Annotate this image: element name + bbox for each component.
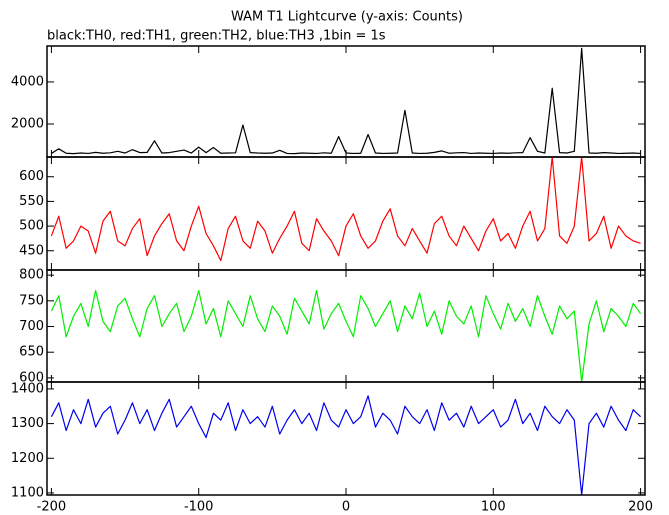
y-tick-label: 4000	[11, 74, 44, 89]
y-tick-label: 1300	[11, 416, 44, 431]
series-line	[51, 47, 641, 155]
y-tick-label: 700	[19, 319, 44, 334]
chart-subtitle: black:TH0, red:TH1, green:TH2, blue:TH3 …	[47, 29, 386, 44]
x-tick-label: 0	[342, 500, 350, 515]
panel-frame	[46, 156, 646, 271]
series-line	[50, 395, 641, 496]
y-tick-label: 750	[19, 293, 44, 308]
x-tick-label: -100	[184, 500, 214, 515]
y-tick-label: 500	[19, 219, 44, 234]
y-tick-label: 1200	[11, 451, 44, 466]
panel-frame	[46, 381, 646, 496]
y-tick-label: 1400	[11, 381, 44, 396]
x-tick-label: -200	[37, 500, 67, 515]
panel-frame	[46, 45, 646, 158]
panel-frame	[46, 269, 646, 383]
y-tick-label: 1100	[11, 485, 44, 500]
y-tick-label: 450	[19, 243, 44, 258]
y-tick-label: 550	[19, 194, 44, 209]
y-tick-label: 800	[19, 268, 44, 283]
series-line	[50, 156, 641, 262]
y-tick-label: 2000	[11, 116, 44, 131]
y-tick-label: 650	[19, 345, 44, 360]
x-tick-label: 100	[481, 500, 506, 515]
x-tick-label: 200	[628, 500, 653, 515]
y-tick-label: 600	[19, 370, 44, 385]
series-line	[50, 289, 642, 383]
y-tick-label: 600	[19, 169, 44, 184]
chart-title: WAM T1 Lightcurve (y-axis: Counts)	[231, 10, 463, 25]
